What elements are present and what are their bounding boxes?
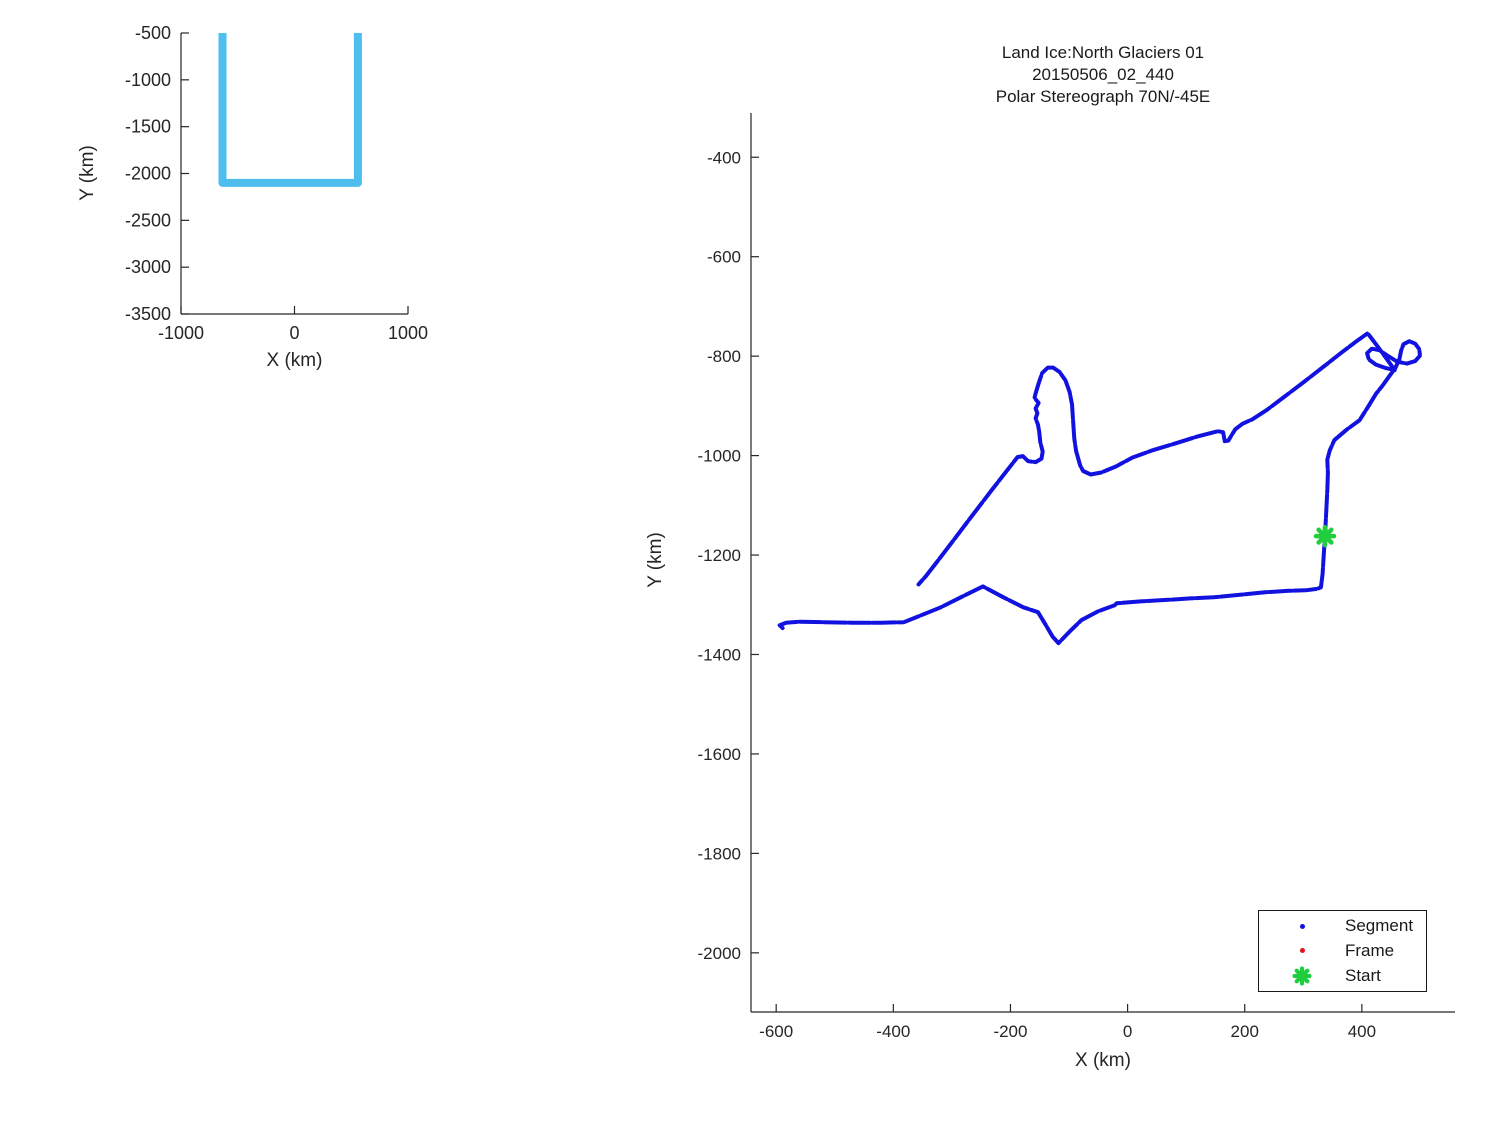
overview-inset-y-tick-label: -500 — [135, 23, 171, 43]
overview-inset-x-tick-label: 1000 — [388, 323, 428, 343]
chart-title-line-3: Polar Stereograph 70N/-45E — [995, 87, 1211, 106]
track-map-x-tick-label: -400 — [876, 1022, 910, 1041]
main-y-axis-label: Y (km) — [645, 532, 666, 588]
legend-label-frame: Frame — [1345, 940, 1395, 960]
track-map-y-tick-label: -1800 — [698, 844, 741, 863]
track-map-x-tick-label: 0 — [1123, 1022, 1132, 1041]
segment-dot-icon — [1299, 923, 1305, 929]
track-map-y-tick-label: -800 — [707, 347, 741, 366]
series-view-extent-outline — [218, 33, 362, 187]
track-map-x-tick-label: -200 — [993, 1022, 1027, 1041]
track-map-x-tick-label: 400 — [1348, 1022, 1376, 1041]
main-x-axis-label: X (km) — [1075, 1050, 1131, 1071]
legend: Segment Frame Start — [1258, 910, 1427, 992]
overview-inset-x-tick-label: 0 — [289, 323, 299, 343]
chart-title-line-2: 20150506_02_440 — [1032, 65, 1174, 84]
legend-item-start: Start — [1259, 964, 1426, 988]
series-Segment — [777, 331, 1422, 646]
overview-inset-x-tick-label: -1000 — [158, 323, 204, 343]
track-map-y-tick-label: -1200 — [698, 546, 741, 565]
track-map-x-tick-label: -600 — [759, 1022, 793, 1041]
track-map-x-tick-label: 200 — [1231, 1022, 1259, 1041]
track-map-y-tick-label: -400 — [707, 148, 741, 167]
track-map-y-tick-label: -2000 — [698, 944, 741, 963]
overview-inset-y-tick-label: -2000 — [125, 164, 171, 184]
legend-label-segment: Segment — [1345, 916, 1414, 936]
legend-item-segment: Segment — [1259, 914, 1426, 938]
chart-title-line-1: Land Ice:North Glaciers 01 — [1001, 43, 1205, 62]
start-marker-icon — [1316, 527, 1334, 545]
overview-inset-y-tick-label: -3500 — [125, 304, 171, 324]
legend-label-start: Start — [1345, 965, 1381, 985]
inset-y-axis-label: Y (km) — [77, 145, 98, 201]
overview-inset-y-tick-label: -3000 — [125, 257, 171, 277]
track-map-y-tick-label: -600 — [707, 248, 741, 267]
chart-title: Land Ice:North Glaciers 01 20150506_02_4… — [751, 42, 1455, 108]
overview-inset-y-tick-label: -1500 — [125, 117, 171, 137]
track-map-y-tick-label: -1000 — [698, 447, 741, 466]
track-map-y-tick-label: -1600 — [698, 745, 741, 764]
start-marker-icon — [1316, 527, 1334, 545]
overview-inset-y-tick-label: -2500 — [125, 210, 171, 230]
track-map-y-tick-label: -1400 — [698, 645, 741, 664]
legend-item-frame: Frame — [1259, 939, 1426, 963]
frame-dot-icon — [1299, 948, 1305, 954]
start-star-icon — [1292, 966, 1312, 986]
inset-x-axis-label: X (km) — [266, 350, 323, 371]
overview-inset-y-tick-label: -1000 — [125, 70, 171, 90]
